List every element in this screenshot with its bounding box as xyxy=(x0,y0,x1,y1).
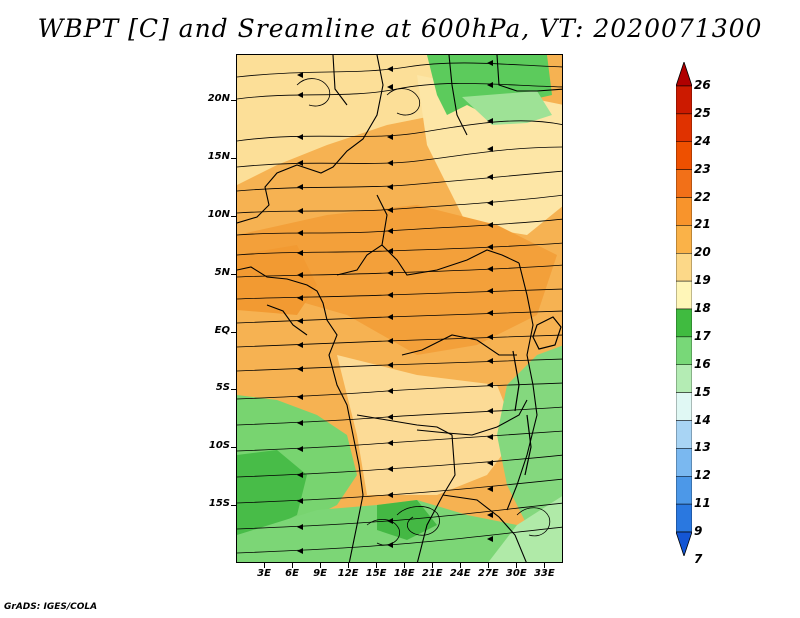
lon-label: 27E xyxy=(477,568,499,579)
wbpt-field xyxy=(237,55,562,562)
lon-tick xyxy=(516,563,518,568)
colorbar-level-label: 18 xyxy=(694,301,711,315)
colorbar-level-label: 19 xyxy=(694,273,711,288)
wbpt-region-southeast-green-light xyxy=(488,496,562,562)
colorbar-level-label: 20 xyxy=(694,245,711,260)
lon-tick xyxy=(292,563,294,568)
colorbar-level-label: 13 xyxy=(694,440,711,455)
colorbar-swatch xyxy=(676,308,692,338)
lat-label: 15N xyxy=(207,151,230,163)
colorbar-level-label: 26 xyxy=(694,78,711,92)
colorbar-swatch xyxy=(676,197,692,226)
colorbar-arrow-top xyxy=(676,62,692,87)
lat-label: 10S xyxy=(208,440,230,452)
lon-tick xyxy=(432,563,434,568)
colorbar-level-label: 17 xyxy=(694,328,711,343)
wbpt-region-southwest-green-dark xyxy=(237,450,307,535)
colorbar-level-label: 25 xyxy=(694,105,711,120)
lon-label: 15E xyxy=(365,568,387,579)
country-borders xyxy=(237,55,562,562)
colorbar-swatch xyxy=(676,476,692,505)
lat-label: 10N xyxy=(207,208,230,220)
map-panel xyxy=(236,54,563,563)
lon-label: 9E xyxy=(313,568,327,579)
lon-label: 12E xyxy=(337,568,359,579)
lon-label: 24E xyxy=(449,568,471,579)
lon-tick xyxy=(488,563,490,568)
lon-tick xyxy=(320,563,322,568)
colorbar-swatch xyxy=(676,448,692,477)
lat-tick xyxy=(231,273,236,275)
lon-label: 6E xyxy=(285,568,299,579)
colorbar-swatch xyxy=(676,85,692,115)
lat-label: EQ xyxy=(214,324,230,336)
colorbar-swatch xyxy=(676,169,692,198)
lon-label: 33E xyxy=(533,568,555,579)
lon-label: 3E xyxy=(257,568,271,579)
colorbar-level-label: 11 xyxy=(694,496,711,511)
lon-tick xyxy=(404,563,406,568)
lat-tick xyxy=(231,389,236,391)
colorbar-level-label: 22 xyxy=(694,189,711,204)
lat-tick xyxy=(231,447,236,449)
lat-tick xyxy=(231,331,236,333)
lat-label: 5N xyxy=(214,266,230,278)
colorbar-swatch xyxy=(676,336,692,365)
wbpt-region-central-orange xyxy=(237,205,557,355)
lon-tick xyxy=(348,563,350,568)
lat-tick xyxy=(231,215,236,217)
lon-tick xyxy=(376,563,378,568)
colorbar-swatch xyxy=(676,392,692,421)
lat-tick xyxy=(231,100,236,102)
lon-tick xyxy=(544,563,546,568)
lat-label: 20N xyxy=(207,93,230,105)
chart-title: WBPT [C] and Sreamline at 600hPa, VT: 20… xyxy=(37,14,763,43)
wbpt-region-coast-green-dark xyxy=(377,500,437,540)
lat-label: 15S xyxy=(208,498,230,510)
colorbar-swatch xyxy=(676,420,692,449)
colorbar-swatch xyxy=(676,253,692,282)
colorbar-swatch xyxy=(676,503,692,533)
lon-label: 18E xyxy=(393,568,415,579)
colorbar-level-label: 24 xyxy=(694,133,711,148)
wbpt-region-north-green-light xyxy=(462,91,552,125)
colorbar-level-label: 12 xyxy=(694,468,711,483)
colorbar-swatch xyxy=(676,141,692,170)
colorbar-arrow-bottom xyxy=(676,531,692,556)
wbpt-region-south-yellow xyxy=(337,355,517,495)
colorbar-swatch xyxy=(676,113,692,142)
colorbar-level-label: 15 xyxy=(694,384,711,399)
wbpt-region-north-yellow xyxy=(237,55,477,185)
colorbar-level-label: 7 xyxy=(694,551,703,566)
colorbar xyxy=(676,62,692,556)
streamline-arrows xyxy=(297,60,493,554)
footer-credit: GrADS: IGES/COLA xyxy=(4,602,98,612)
colorbar-swatch xyxy=(676,364,692,393)
lon-tick xyxy=(460,563,462,568)
lat-tick xyxy=(231,158,236,160)
colorbar-level-label: 21 xyxy=(694,217,711,232)
colorbar-level-label: 14 xyxy=(694,412,711,427)
colorbar-swatch xyxy=(676,225,692,254)
colorbar-level-label: 16 xyxy=(694,356,711,371)
lat-label: 5S xyxy=(215,382,230,394)
colorbar-swatch xyxy=(676,280,692,310)
colorbar-level-label: 23 xyxy=(694,161,711,176)
colorbar-level-label: 9 xyxy=(694,524,703,538)
lat-tick xyxy=(231,505,236,507)
lon-tick xyxy=(264,563,266,568)
lon-label: 30E xyxy=(505,568,527,579)
lon-label: 21E xyxy=(421,568,443,579)
